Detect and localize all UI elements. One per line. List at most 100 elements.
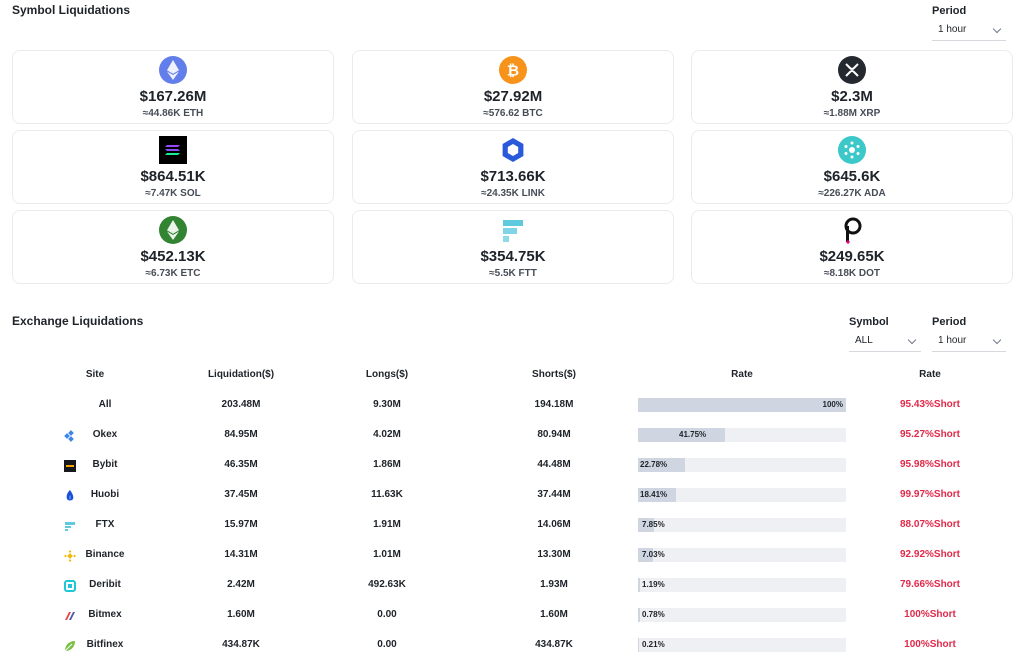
rate-bar-label: 41.75% [679, 430, 707, 439]
exchange-symbol-label: Symbol [849, 316, 889, 328]
table-row[interactable]: FTX 15.97M 1.91M 14.06M 7.85% 88.07%Shor… [0, 510, 1024, 540]
ethereum-icon [159, 56, 187, 84]
site-name: All [98, 399, 112, 410]
symbol-card-sol[interactable]: $864.51K ≈7.47K SOL [12, 130, 334, 204]
symbol-amount: $452.13K [140, 248, 206, 265]
short-rate: 79.66%Short [899, 579, 961, 590]
table-row[interactable]: Bybit 46.35M 1.86M 44.48M 22.78% 95.98%S… [0, 450, 1024, 480]
bitmex-icon [64, 609, 76, 621]
symbol-amount: $2.3M [831, 88, 873, 105]
longs-value: 0.00 [377, 639, 397, 650]
rate-bar: 18.41% [638, 488, 846, 502]
rate-bar: 41.75% [638, 428, 846, 442]
symbol-quantity: ≈44.86K ETH [142, 108, 204, 119]
liquidation-value: 15.97M [224, 519, 258, 530]
cardano-icon [838, 136, 866, 164]
symbol-amount: $713.66K [480, 168, 546, 185]
rate-bar-fill [638, 548, 653, 562]
liquidation-value: 203.48M [221, 399, 261, 410]
symbol-card-etc[interactable]: $452.13K ≈6.73K ETC [12, 210, 334, 284]
symbol-period-value: 1 hour [938, 24, 967, 35]
solana-icon [159, 136, 187, 164]
rate-bar-fill [638, 518, 654, 532]
symbol-amount: $354.75K [480, 248, 546, 265]
shorts-value: 434.87K [535, 639, 573, 650]
table-row[interactable]: Deribit 2.42M 492.63K 1.93M 1.19% 79.66%… [0, 570, 1024, 600]
exchange-liquidations-title: Exchange Liquidations [12, 314, 144, 328]
symbol-card-xrp[interactable]: $2.3M ≈1.88M XRP [691, 50, 1013, 124]
short-rate: 99.97%Short [899, 489, 961, 500]
longs-value: 0.00 [377, 609, 397, 620]
symbol-quantity: ≈8.18K DOT [823, 268, 881, 279]
exchange-period-label: Period [932, 316, 967, 328]
liquidation-value: 84.95M [224, 429, 258, 440]
rate-bar: 7.85% [638, 518, 846, 532]
exchange-period-value: 1 hour [938, 335, 967, 346]
symbol-amount: $645.6K [823, 168, 881, 185]
short-rate: 88.07%Short [899, 519, 961, 530]
rate-bar-label: 7.03% [642, 550, 665, 559]
rate-bar-fill [638, 458, 685, 472]
rate-bar-fill [638, 428, 725, 442]
exchange-symbol-value: ALL [855, 335, 873, 346]
symbol-card-link[interactable]: $713.66K ≈24.35K LINK [352, 130, 674, 204]
shorts-value: 37.44M [537, 489, 571, 500]
symbol-amount: $249.65K [819, 248, 885, 265]
symbol-card-ftt[interactable]: $354.75K ≈5.5K FTT [352, 210, 674, 284]
rate-bar: 22.78% [638, 458, 846, 472]
exchange-period-select[interactable]: 1 hour [932, 330, 1006, 352]
symbol-card-ada[interactable]: $645.6K ≈226.27K ADA [691, 130, 1013, 204]
shorts-value: 14.06M [537, 519, 571, 530]
bitcoin-icon: ₿ [499, 56, 527, 84]
table-row[interactable]: Bitfinex 434.87K 0.00 434.87K 0.21% 100%… [0, 630, 1024, 660]
table-row[interactable]: Bitmex 1.60M 0.00 1.60M 0.78% 100%Short [0, 600, 1024, 630]
symbol-card-dot[interactable]: $249.65K ≈8.18K DOT [691, 210, 1013, 284]
liquidation-value: 46.35M [224, 459, 258, 470]
site-name: Bitmex [88, 609, 122, 620]
symbol-quantity: ≈6.73K ETC [145, 268, 201, 279]
ethereum-classic-icon [159, 216, 187, 244]
longs-value: 1.01M [373, 549, 401, 560]
longs-value: 11.63K [371, 489, 403, 500]
liquidation-value: 1.60M [227, 609, 255, 620]
site-name: Bybit [92, 459, 118, 470]
exchange-symbol-select[interactable]: ALL [849, 330, 921, 352]
header-rate: Rate [919, 369, 941, 380]
rate-bar: 0.78% [638, 608, 846, 622]
rate-bar-label: 18.41% [640, 490, 668, 499]
rate-bar: 1.19% [638, 578, 846, 592]
longs-value: 9.30M [373, 399, 401, 410]
site-name: Deribit [89, 579, 121, 590]
site-name: Bitfinex [86, 639, 124, 650]
bitfinex-icon [64, 639, 76, 652]
symbol-liquidations-title: Symbol Liquidations [12, 3, 131, 17]
header-shorts: Shorts($) [532, 369, 576, 380]
symbol-period-select[interactable]: 1 hour [932, 19, 1006, 41]
polkadot-icon [838, 216, 866, 244]
deribit-icon [64, 579, 76, 592]
shorts-value: 44.48M [537, 459, 571, 470]
symbol-card-btc[interactable]: ₿ $27.92M ≈576.62 BTC [352, 50, 674, 124]
rate-bar: 100% [638, 398, 846, 412]
shorts-value: 1.60M [540, 609, 568, 620]
ftx-token-icon [499, 216, 527, 244]
bybit-icon [64, 459, 76, 472]
liquidation-value: 2.42M [227, 579, 255, 590]
rate-bar-fill [638, 608, 640, 622]
table-row[interactable]: Binance 14.31M 1.01M 13.30M 7.03% 92.92%… [0, 540, 1024, 570]
symbol-period-label: Period [932, 5, 967, 17]
table-row[interactable]: Okex 84.95M 4.02M 80.94M 41.75% 95.27%Sh… [0, 420, 1024, 450]
longs-value: 1.86M [373, 459, 401, 470]
short-rate: 95.27%Short [899, 429, 961, 440]
table-row[interactable]: All 203.48M 9.30M 194.18M 100% 95.43%Sho… [0, 390, 1024, 420]
table-row[interactable]: Huobi 37.45M 11.63K 37.44M 18.41% 99.97%… [0, 480, 1024, 510]
site-name: FTX [95, 519, 115, 530]
longs-value: 4.02M [373, 429, 401, 440]
site-name: Huobi [90, 489, 120, 500]
rate-bar-label: 22.78% [640, 460, 668, 469]
rate-bar-fill [638, 638, 639, 652]
rate-bar-label: 100% [822, 400, 843, 409]
symbol-card-eth[interactable]: $167.26M ≈44.86K ETH [12, 50, 334, 124]
header-longs: Longs($) [365, 369, 409, 380]
header-liquidation: Liquidation($) [207, 369, 275, 380]
